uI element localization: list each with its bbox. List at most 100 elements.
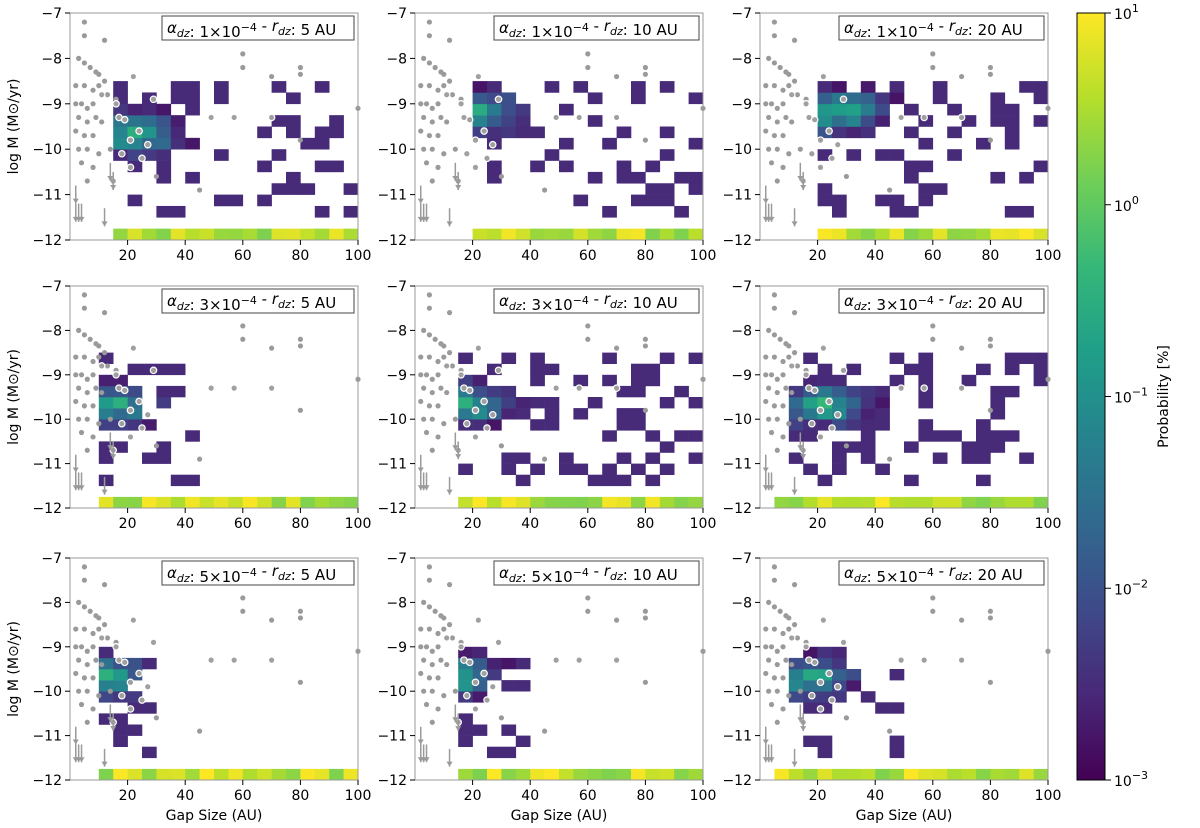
heatmap-cell <box>286 171 301 184</box>
observed-point-highlight <box>126 678 135 687</box>
heatmap-cell <box>631 194 646 207</box>
heatmap-cell <box>616 474 632 487</box>
heatmap-cell <box>142 746 157 759</box>
observed-point <box>84 146 90 152</box>
heatmap-cell-floor <box>990 496 1006 508</box>
observed-point <box>438 657 444 663</box>
heatmap-cell <box>817 474 833 487</box>
observed-point-highlight <box>135 127 143 135</box>
heatmap-cell-floor <box>472 228 488 240</box>
heatmap-cell <box>156 171 172 184</box>
heatmap-cell <box>860 126 876 139</box>
plot-frame <box>414 12 704 241</box>
observed-point <box>771 354 778 360</box>
observed-point <box>780 630 786 637</box>
heatmap-cell <box>832 103 847 116</box>
heatmap-cell <box>688 183 704 195</box>
observed-point-highlight <box>135 397 143 406</box>
heatmap-cell <box>329 126 344 139</box>
observed-point <box>101 37 108 43</box>
observed-point-highlight <box>575 384 583 392</box>
observed-point <box>418 83 424 89</box>
heatmap-cell <box>860 115 876 127</box>
observed-point <box>423 160 430 166</box>
heatmap-cell-floor <box>659 496 675 508</box>
panel-title: αdz: 1×10−4 - rdz: 20 AU <box>844 17 1023 41</box>
heatmap-cell <box>98 397 114 409</box>
observed-point <box>426 577 432 583</box>
observed-point <box>90 358 96 365</box>
heatmap-cell <box>832 441 847 453</box>
observed-point <box>774 178 780 184</box>
plot-frame <box>414 285 704 509</box>
colorbar-gradient <box>1076 12 1106 781</box>
observed-point-highlight <box>483 154 491 163</box>
heatmap-cell-floor <box>990 768 1006 780</box>
heatmap-cell <box>127 160 143 173</box>
heatmap-cell <box>602 137 617 150</box>
heatmap-cell <box>832 463 847 475</box>
heatmap-cell-floor <box>932 768 948 780</box>
heatmap-cell-floor <box>961 768 977 780</box>
x-tick-label: 80 <box>981 516 999 532</box>
observed-point <box>101 350 108 356</box>
heatmap-cell <box>127 419 143 431</box>
observed-point-highlight <box>474 72 483 81</box>
observed-point-highlight <box>957 384 966 392</box>
observed-point <box>446 37 453 43</box>
observed-point-highlight <box>957 656 966 664</box>
heatmap-cell <box>688 430 704 442</box>
heatmap-cell-floor <box>127 768 143 780</box>
observed-point <box>76 657 82 663</box>
heatmap-cell <box>788 452 804 464</box>
heatmap-cell <box>817 657 833 670</box>
observed-point-highlight <box>612 113 621 122</box>
observed-point <box>96 151 102 157</box>
heatmap-cell <box>659 352 675 364</box>
observed-point-highlight <box>808 419 816 428</box>
heatmap-cell <box>185 81 200 93</box>
heatmap-cell-floor <box>645 768 661 780</box>
panel-title-box <box>493 288 700 314</box>
y-tick-label: −12 <box>32 501 62 517</box>
heatmap-cell <box>976 137 991 150</box>
heatmap-cell-floor <box>1019 228 1034 240</box>
upper-limit-arrow <box>455 726 462 732</box>
x-tick-label: 40 <box>521 248 539 264</box>
observed-point <box>441 421 447 427</box>
heatmap-cell <box>458 646 473 659</box>
observed-point <box>771 132 778 139</box>
observed-point <box>777 336 783 342</box>
observed-point <box>426 60 432 66</box>
observed-point <box>76 385 82 391</box>
heatmap-cell <box>846 408 862 420</box>
heatmap-cell <box>832 374 847 387</box>
observed-point <box>153 173 159 180</box>
heatmap-cell <box>314 126 330 139</box>
observed-point-highlight <box>138 154 146 163</box>
heatmap-cell-floor <box>544 768 560 780</box>
heatmap-cell-floor <box>214 768 229 780</box>
heatmap-cell <box>889 374 905 387</box>
observed-point <box>81 33 87 39</box>
heatmap-cell-floor <box>530 228 545 240</box>
x-tick-label: 20 <box>119 788 137 804</box>
heatmap-cell <box>170 137 186 150</box>
observed-point <box>76 327 82 333</box>
heatmap-cell <box>659 149 675 161</box>
heatmap-cell <box>544 149 560 161</box>
observed-point <box>418 372 424 378</box>
heatmap-cell-floor <box>199 228 215 240</box>
heatmap-cell <box>156 126 172 139</box>
heatmap-cell <box>788 419 804 431</box>
observed-point-highlight <box>120 658 129 667</box>
observed-point <box>76 688 82 694</box>
heatmap-cell-floor <box>257 228 272 240</box>
observed-point <box>642 615 649 621</box>
y-tick-label: −7 <box>41 6 62 22</box>
observed-point-highlight <box>819 616 828 624</box>
heatmap-cell <box>889 92 905 105</box>
heatmap-cell-floor <box>286 768 301 780</box>
observed-point <box>435 434 441 440</box>
